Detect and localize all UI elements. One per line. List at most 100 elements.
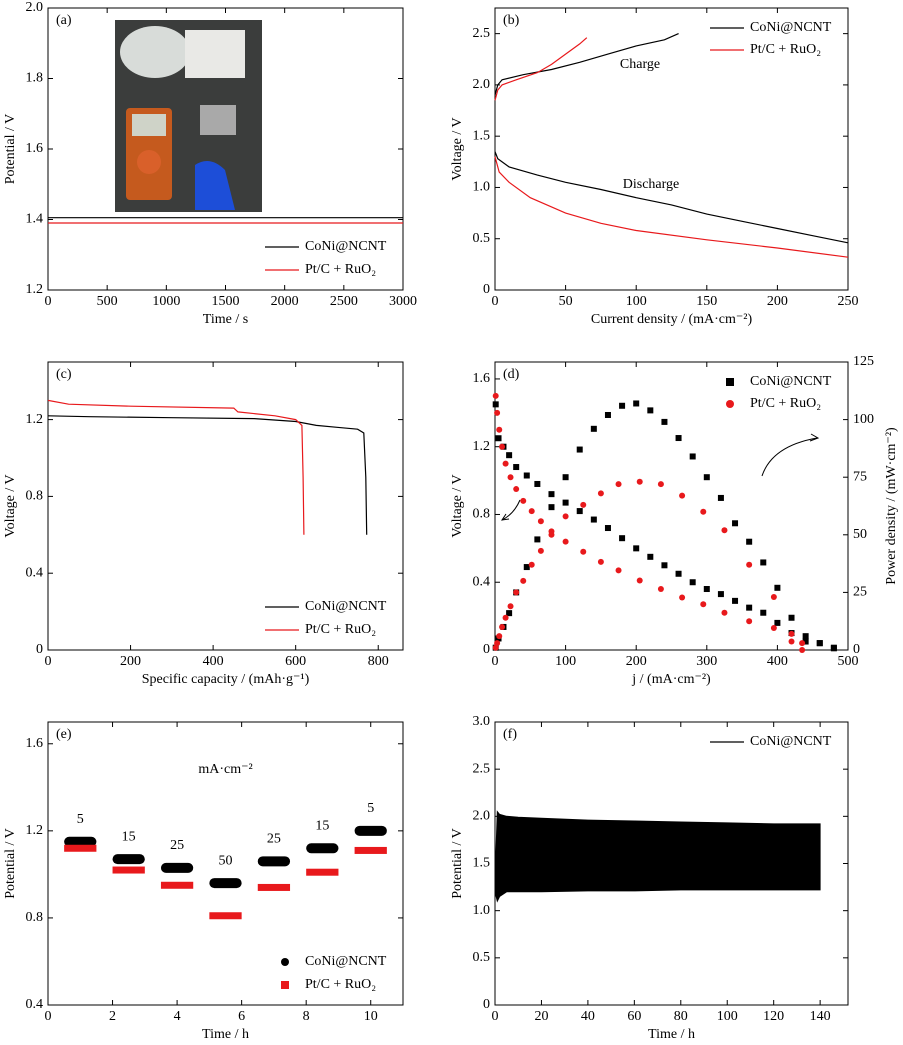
polarization-point	[689, 579, 696, 586]
potential-step	[160, 881, 194, 889]
y-axis-label: Voltage / V	[450, 117, 465, 180]
legend-label: CoNi@NCNT	[750, 20, 832, 35]
x-tick-label: 200	[626, 654, 647, 669]
arrow-head	[500, 513, 510, 521]
polarization-point	[499, 443, 506, 450]
polarization-point	[679, 594, 686, 601]
polarization-point	[657, 586, 664, 593]
power-point	[506, 610, 513, 617]
y-tick-label: 2.5	[473, 26, 491, 41]
x-tick-label: 0	[492, 654, 499, 669]
current-density-label: 5	[77, 812, 84, 827]
polarization-point	[700, 601, 707, 608]
x-tick-label: 50	[559, 294, 573, 309]
x-tick-label: 250	[838, 294, 859, 309]
power-point	[580, 501, 587, 508]
legend-label: CoNi@NCNT	[750, 374, 832, 389]
x-tick-label: 300	[696, 654, 717, 669]
x-tick-label: 6	[238, 1009, 245, 1024]
legend-marker	[726, 400, 734, 408]
potential-step	[306, 868, 339, 876]
y2-tick-label: 50	[853, 527, 867, 542]
panel-label: (c)	[56, 367, 72, 382]
power-point	[562, 513, 569, 520]
polarization-point	[770, 624, 777, 631]
legend-label: Pt/C + RuO₂	[750, 396, 821, 411]
potential-step	[160, 862, 194, 873]
polarization-point	[580, 548, 587, 555]
polarization-point	[492, 392, 499, 399]
x-axis-label: Time / h	[648, 1027, 695, 1042]
y-axis-label: Potential / V	[3, 828, 18, 899]
data-line	[494, 33, 679, 96]
panel-label: (f)	[503, 727, 517, 742]
annotation: mA·cm⁻²	[198, 762, 252, 777]
legend-label: Pt/C + RuO₂	[750, 42, 821, 57]
legend-label: Pt/C + RuO₂	[305, 622, 376, 637]
legend-label: CoNi@NCNT	[305, 239, 387, 254]
polarization-point	[802, 638, 809, 645]
x-tick-label: 140	[810, 1009, 831, 1024]
data-line	[47, 399, 305, 535]
current-density-label: 50	[219, 853, 233, 868]
power-point	[507, 603, 514, 610]
legend-marker	[281, 981, 289, 989]
polarization-point	[604, 525, 611, 532]
y-tick-label: 1.2	[26, 823, 44, 838]
polarization-point	[675, 570, 682, 577]
power-point	[494, 640, 501, 647]
y-tick-label: 2.0	[26, 0, 44, 15]
y-tick-label: 0.4	[26, 565, 44, 580]
power-point	[703, 474, 710, 481]
power-point	[700, 508, 707, 515]
power-point	[619, 402, 626, 409]
polarization-point	[506, 452, 513, 459]
current-density-label: 5	[367, 801, 374, 816]
y-tick-label: 0.4	[26, 997, 44, 1012]
power-point	[604, 411, 611, 418]
y-tick-label: 2.0	[473, 77, 491, 92]
power-point	[548, 504, 555, 511]
power-point	[496, 633, 503, 640]
x-tick-label: 10	[364, 1009, 378, 1024]
polarization-point	[494, 409, 501, 416]
x-tick-label: 1000	[152, 294, 180, 309]
panel-label: (d)	[503, 367, 520, 382]
power-point	[802, 633, 809, 640]
current-density-label: 25	[267, 832, 281, 847]
y-tick-label: 0	[483, 642, 490, 657]
y-tick-label: 0.8	[26, 910, 44, 925]
plot-frame	[47, 361, 404, 651]
x-axis-label: Time / h	[202, 1027, 249, 1042]
y-tick-label: 3.0	[473, 714, 491, 729]
plot-frame	[494, 7, 849, 291]
x-tick-label: 80	[674, 1009, 688, 1024]
y-axis-label: Potential / V	[3, 114, 18, 185]
y-tick-label: 1.6	[26, 141, 44, 156]
y-tick-label: 1.0	[473, 180, 491, 195]
power-point	[689, 453, 696, 460]
annotation: Discharge	[623, 177, 680, 192]
y-axis-label: Voltage / V	[3, 474, 18, 537]
y-tick-label: 1.6	[26, 736, 44, 751]
x-tick-label: 2500	[330, 294, 358, 309]
polarization-point	[520, 497, 527, 504]
power-point	[534, 536, 541, 543]
cycling-band	[494, 810, 821, 903]
legend-label: CoNi@NCNT	[305, 599, 387, 614]
arrow	[501, 499, 521, 521]
y2-axis-label: Power density / (mW·cm⁻²)	[884, 427, 899, 585]
x-tick-label: 100	[555, 654, 576, 669]
polarization-point	[647, 553, 654, 560]
arrow	[761, 437, 818, 477]
y-tick-label: 1.6	[473, 371, 491, 386]
x-tick-label: 400	[767, 654, 788, 669]
current-density-label: 15	[315, 818, 329, 833]
power-point	[548, 531, 555, 538]
power-point	[576, 446, 583, 453]
polarization-point	[760, 609, 767, 616]
polarization-point	[615, 567, 622, 574]
polarization-point	[746, 618, 753, 625]
x-tick-label: 150	[696, 294, 717, 309]
